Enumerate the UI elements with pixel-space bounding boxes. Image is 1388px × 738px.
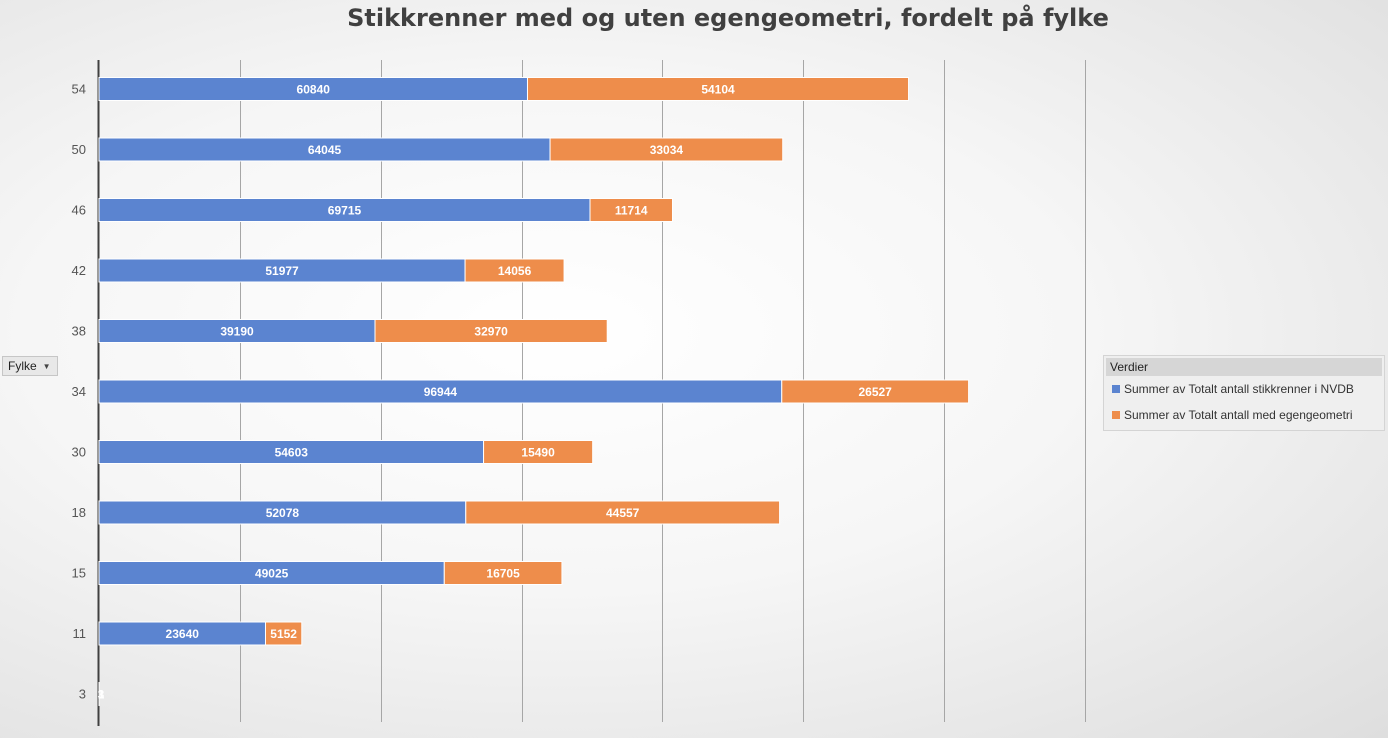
legend-item[interactable]: Summer av Totalt antall stikkrenner i NV… (1104, 376, 1384, 402)
bar (526, 77, 910, 101)
bar (589, 198, 673, 222)
bar (465, 500, 781, 525)
y-tick-label: 38 (72, 324, 86, 339)
y-tick-label: 46 (72, 203, 86, 218)
data-label: 51977 (265, 264, 299, 278)
data-label: 5152 (270, 627, 297, 641)
data-label: 1 (98, 688, 105, 702)
bar (374, 319, 608, 343)
data-label: 15490 (521, 446, 555, 460)
bar (549, 137, 784, 162)
y-tick-label: 50 (72, 142, 86, 157)
y-tick-label: 34 (72, 384, 86, 399)
y-tick-label: 30 (72, 445, 86, 460)
legend-title: Verdier (1106, 358, 1382, 376)
y-tick-label: 11 (73, 626, 87, 641)
bar (483, 440, 594, 464)
data-label: 69715 (328, 204, 362, 218)
data-label: 60840 (297, 83, 331, 97)
chevron-down-icon[interactable]: ▼ (42, 361, 51, 371)
data-label: 44557 (606, 506, 640, 520)
bar (464, 258, 565, 283)
data-label: 33034 (650, 143, 684, 157)
legend: Verdier Summer av Totalt antall stikkren… (1103, 355, 1385, 431)
legend-item[interactable]: Summer av Totalt antall med egengeometri (1104, 402, 1384, 428)
data-label: 14056 (498, 264, 532, 278)
data-label: 26527 (858, 385, 892, 399)
fylke-filter-button[interactable]: Fylke ▼ (2, 356, 58, 376)
bar (264, 621, 303, 646)
y-tick-label: 3 (79, 687, 86, 702)
legend-swatch (1112, 411, 1120, 419)
data-label: 23640 (166, 627, 200, 641)
y-tick-label: 18 (72, 505, 86, 520)
data-label: 11714 (615, 204, 648, 218)
data-label: 32970 (474, 325, 508, 339)
legend-swatch (1112, 385, 1120, 393)
y-tick-label: 42 (72, 263, 86, 278)
data-label: 96944 (424, 385, 458, 399)
data-label: 54104 (701, 83, 735, 97)
data-label: 16705 (486, 567, 520, 581)
fylke-filter-label: Fylke (8, 359, 37, 373)
legend-label: Summer av Totalt antall stikkrenner i NV… (1124, 382, 1354, 396)
data-label: 39190 (220, 325, 254, 339)
data-label: 52078 (266, 506, 300, 520)
chart-title: Stikkrenner med og uten egengeometri, fo… (347, 4, 1109, 32)
data-label: 49025 (255, 567, 289, 581)
y-tick-label: 15 (72, 566, 86, 581)
legend-label: Summer av Totalt antall med egengeometri (1124, 408, 1353, 422)
bar (781, 379, 970, 404)
data-label: 64045 (308, 143, 342, 157)
data-label: 3 (98, 688, 105, 702)
data-label: 54603 (275, 446, 309, 460)
bar (443, 561, 563, 585)
y-tick-label: 54 (72, 82, 86, 97)
